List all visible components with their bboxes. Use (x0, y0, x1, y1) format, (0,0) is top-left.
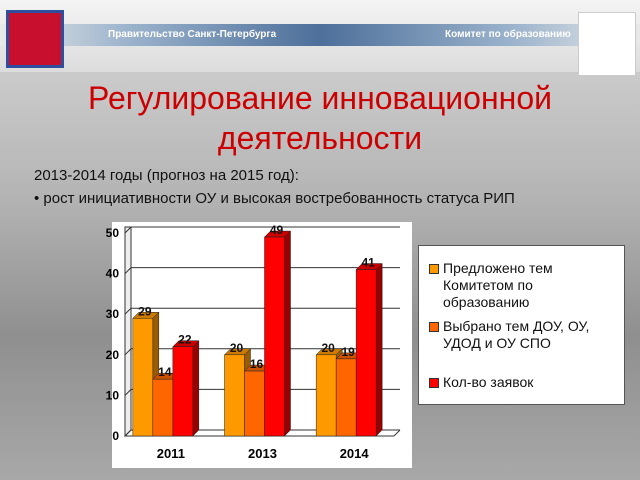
legend-label: Кол-во заявок (443, 374, 534, 390)
y-tick-label: 30 (106, 307, 120, 321)
value-label: 20 (321, 341, 335, 355)
y-tick-label: 10 (106, 388, 120, 402)
header-band (0, 24, 640, 46)
legend-item: Кол-во заявок (429, 374, 623, 391)
bar (315, 354, 337, 437)
logo (578, 12, 636, 76)
grid-line (124, 388, 400, 396)
value-label: 20 (230, 341, 244, 355)
bar-side (192, 340, 200, 437)
grid-line (124, 348, 400, 356)
bar-side (284, 230, 291, 437)
y-tick-label: 20 (106, 348, 120, 362)
bullet-text: рост инициативности ОУ и высокая востреб… (43, 190, 515, 207)
grid-line (124, 226, 400, 234)
bar (244, 370, 265, 437)
legend-label: Выбрано тем ДОУ, ОУ, УДОД и ОУ СПО (443, 318, 590, 351)
bar (335, 358, 357, 437)
bar (172, 346, 194, 437)
crest (6, 10, 64, 68)
grid-line (124, 307, 400, 315)
value-label: 14 (158, 365, 172, 379)
header-left: Правительство Санкт-Петербурга (108, 29, 277, 40)
legend-item: Предложено тем Комитетом по образованию (429, 260, 623, 311)
x-tick-label: 2013 (248, 446, 277, 461)
subtitle: 2013-2014 годы (прогноз на 2015 год): (34, 167, 299, 184)
y-tick-label: 50 (106, 226, 120, 240)
x-tick-label: 2011 (157, 446, 185, 461)
bar (224, 354, 245, 437)
y-tick-label: 40 (106, 267, 120, 281)
grid-line (124, 267, 400, 274)
legend-swatch (429, 322, 439, 332)
bar (132, 318, 154, 437)
legend-item: Выбрано тем ДОУ, ОУ, УДОД и ОУ СПО (429, 318, 623, 352)
bullet: • рост инициативности ОУ и высокая востр… (34, 190, 515, 207)
legend-swatch (429, 378, 439, 388)
grid-line (124, 429, 400, 437)
header-right: Комитет по образованию (445, 29, 571, 40)
bar (355, 269, 377, 437)
bar-side (375, 262, 383, 437)
value-label: 22 (178, 333, 192, 347)
bar (264, 236, 285, 437)
value-label: 16 (250, 357, 264, 371)
x-tick-label: 2014 (340, 446, 370, 461)
axis-wall (124, 226, 132, 438)
value-label: 19 (341, 345, 355, 359)
legend-label: Предложено тем Комитетом по образованию (443, 260, 553, 310)
legend: Предложено тем Комитетом по образованию В… (418, 245, 625, 405)
bar (152, 378, 174, 437)
value-label: 29 (138, 304, 152, 318)
value-label: 49 (270, 223, 284, 237)
value-label: 41 (361, 256, 375, 270)
x-axis-depth (393, 429, 401, 437)
title: Регулирование инновационной деятельности (88, 80, 552, 156)
y-tick-label: 0 (112, 429, 119, 443)
legend-swatch (429, 264, 439, 274)
